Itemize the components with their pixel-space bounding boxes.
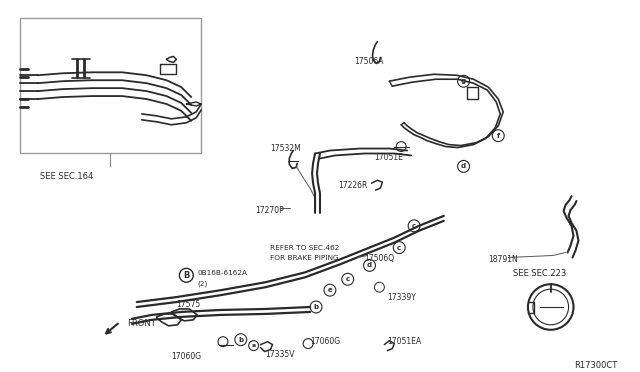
Text: c: c [397,244,401,251]
Text: R17300CT: R17300CT [574,362,617,371]
Text: 0B16B-6162A: 0B16B-6162A [197,270,247,276]
Text: 17506Q: 17506Q [365,253,395,263]
Text: 17575: 17575 [177,300,201,309]
Text: SEE SEC.164: SEE SEC.164 [40,172,93,181]
Text: 18791N: 18791N [488,256,518,264]
Text: REFER TO SEC.462: REFER TO SEC.462 [271,245,340,251]
Text: B: B [183,271,189,280]
Text: d: d [461,163,466,169]
Text: b: b [238,337,243,343]
Text: 17060G: 17060G [172,352,202,360]
Text: 17339Y: 17339Y [387,293,416,302]
FancyBboxPatch shape [20,18,201,154]
Text: 17060G: 17060G [310,337,340,346]
Text: FOR BRAKE PIPING: FOR BRAKE PIPING [271,254,339,260]
Text: 17506A: 17506A [355,57,384,67]
Text: FRONT: FRONT [127,319,156,328]
Text: a: a [252,343,256,348]
Text: (2): (2) [197,280,207,287]
Text: e: e [328,287,332,293]
Text: g: g [461,78,466,84]
Text: c: c [412,223,416,229]
Text: SEE SEC.223: SEE SEC.223 [513,269,566,278]
Text: 17532M: 17532M [271,144,301,153]
Text: b: b [314,304,319,310]
Text: 17270P: 17270P [255,206,284,215]
Text: 17226R: 17226R [338,181,367,190]
Text: 17051EA: 17051EA [387,337,422,346]
Text: f: f [497,133,500,139]
Text: c: c [346,276,350,282]
Text: 17335V: 17335V [266,350,295,359]
Text: d: d [367,262,372,269]
Text: 17051E: 17051E [374,154,403,163]
